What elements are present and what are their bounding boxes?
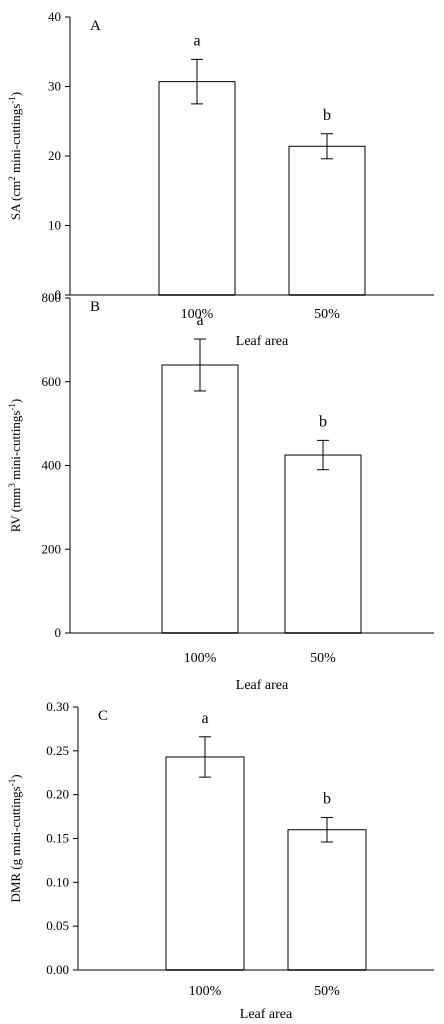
x-tick-label: 50% xyxy=(310,651,336,666)
y-tick-label: 600 xyxy=(42,374,62,389)
bar-50% xyxy=(288,145,366,296)
y-tick-label: 0.25 xyxy=(46,743,69,758)
significance-letter: a xyxy=(201,710,208,727)
y-axis-label: RV (mm3 mini-cuttings-1) xyxy=(7,399,23,533)
significance-letter: b xyxy=(323,107,331,124)
y-axis-label: SA (cm2 mini-cuttings-1) xyxy=(7,92,23,220)
y-tick-label: 0.30 xyxy=(46,699,69,714)
y-tick-label: 0 xyxy=(55,625,62,640)
x-tick-label: 100% xyxy=(181,307,214,322)
y-tick-label: 0.15 xyxy=(46,831,69,846)
significance-letter: b xyxy=(319,413,327,430)
bar-100% xyxy=(161,364,239,634)
x-axis-label: Leaf area xyxy=(240,1007,293,1022)
x-tick-label: 100% xyxy=(189,984,222,999)
y-tick-label: 400 xyxy=(42,458,62,473)
bar-100% xyxy=(165,756,245,971)
x-axis-label: Leaf area xyxy=(236,334,289,349)
panel-label: B xyxy=(90,299,100,315)
bar-50% xyxy=(284,454,362,634)
x-tick-label: 50% xyxy=(314,984,340,999)
chart-panel-C: 0.00 0.05 0.10 0.15 0.20 0.25 0.30 C a 100% b 50% Le… xyxy=(7,699,434,1022)
y-tick-label: 0.00 xyxy=(46,962,69,977)
y-tick-label: 40 xyxy=(48,9,61,24)
y-axis-label: DMR (g mini-cuttings-1) xyxy=(7,774,23,902)
significance-letter: b xyxy=(323,790,331,807)
y-tick-label: 800 xyxy=(42,290,62,305)
y-tick-label: 0 xyxy=(55,287,62,302)
y-tick-label: 0.05 xyxy=(46,918,69,933)
y-tick-label: 0.20 xyxy=(46,787,69,802)
y-tick-label: 10 xyxy=(48,218,61,233)
panel-label: C xyxy=(98,708,108,724)
y-tick-label: 0.10 xyxy=(46,874,69,889)
bar-50% xyxy=(287,829,367,971)
significance-letter: a xyxy=(193,32,200,49)
y-tick-label: 30 xyxy=(48,79,61,94)
bar-100% xyxy=(158,81,236,296)
x-tick-label: 100% xyxy=(184,651,217,666)
x-tick-label: 50% xyxy=(314,307,340,322)
panel-label: A xyxy=(90,18,101,34)
x-axis-label: Leaf area xyxy=(236,678,289,693)
y-tick-label: 200 xyxy=(42,541,62,556)
significance-letter: a xyxy=(196,312,203,329)
y-tick-label: 20 xyxy=(48,148,61,163)
